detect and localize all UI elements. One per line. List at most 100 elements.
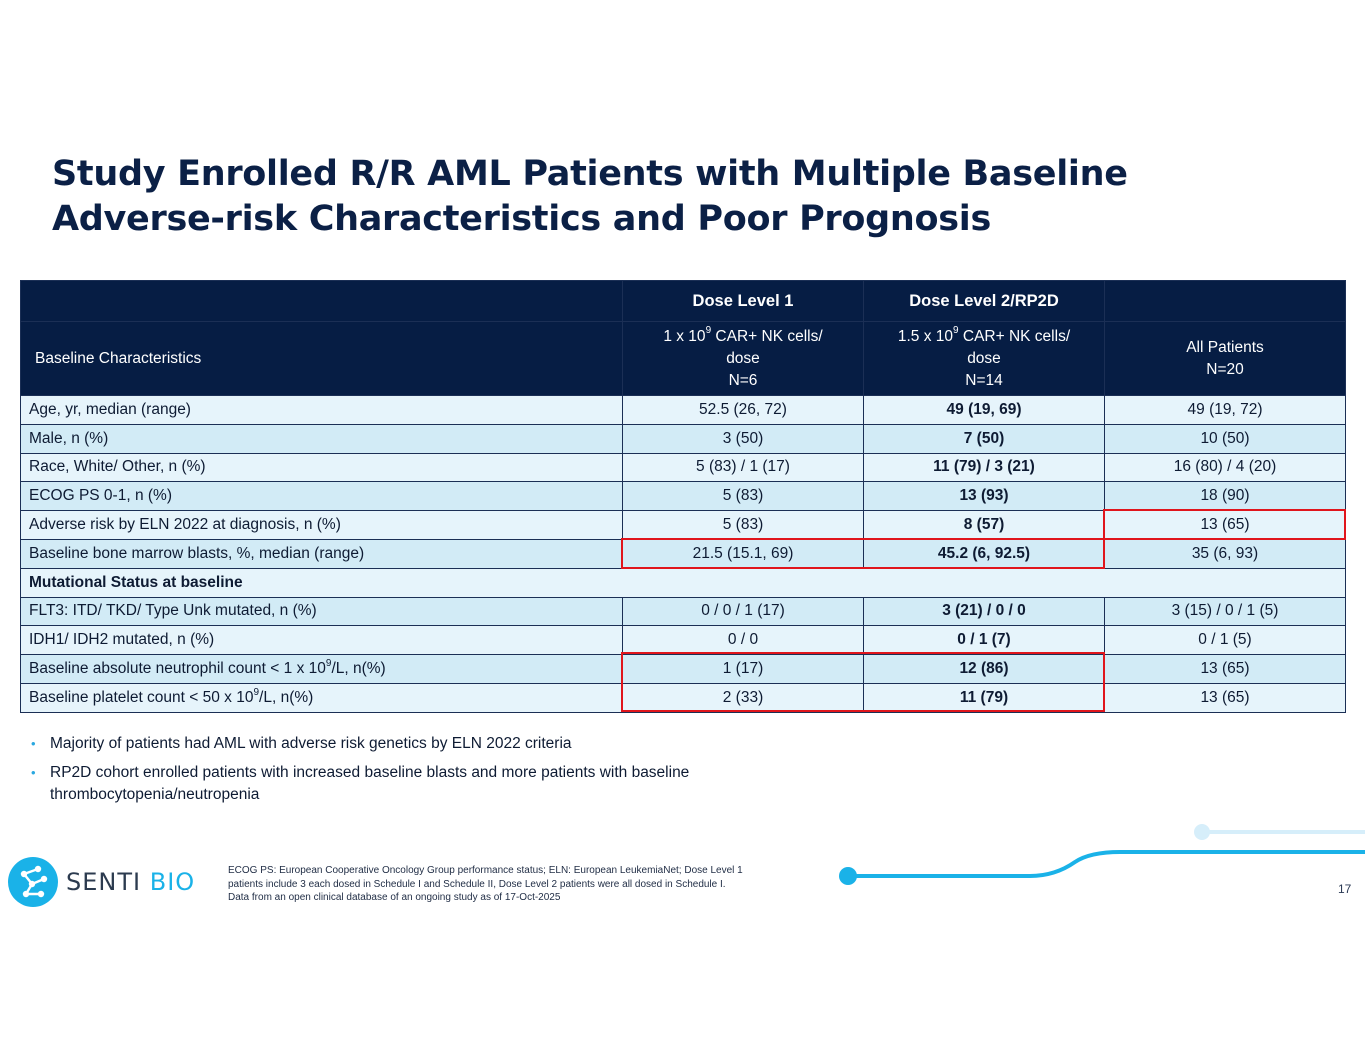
dl1-dose-exponent: 9 [705,325,712,337]
cell-dose-level-1: 5 (83) [622,510,864,540]
header-all-patients: All Patients N=20 [1104,321,1346,396]
bullet-glyph: • [31,765,36,780]
all-patients-n: N=20 [1206,360,1244,378]
header-baseline-characteristics: Baseline Characteristics [20,321,623,396]
row-label: Baseline absolute neutrophil count < 1 x… [20,654,623,684]
table-row: Baseline platelet count < 50 x 109/L, n(… [20,682,1346,713]
table-row: ECOG PS 0-1, n (%) 5 (83) 13 (93) 18 (90… [20,481,1346,512]
header-dose-level-2: Dose Level 2/RP2D [863,280,1105,322]
header-dose-level-2-detail: 1.5 x 109 CAR+ NK cells/ dose N=14 [863,321,1105,396]
header-blank-cell [1104,280,1346,322]
cell-all-patients: 3 (15) / 0 / 1 (5) [1104,596,1346,627]
cell-all-patients: 35 (6, 93) [1104,538,1346,569]
cell-dose-level-1: 5 (83) [622,481,864,512]
cell-dose-level-1: 1 (17) [622,654,864,684]
cell-all-patients: 18 (90) [1104,481,1346,512]
cell-dose-level-1: 2 (33) [622,682,864,713]
cell-dose-level-2: 45.2 (6, 92.5) [863,538,1105,569]
row-label: ECOG PS 0-1, n (%) [20,481,623,512]
cell-all-patients: 10 (50) [1104,423,1346,454]
dl1-dose-text: 1 x 10 [663,327,706,345]
table-row: Baseline bone marrow blasts, %, median (… [20,538,1346,569]
row-label: Baseline bone marrow blasts, %, median (… [20,538,623,569]
bullet-text: Majority of patients had AML with advers… [50,735,572,752]
summary-bullets: • Majority of patients had AML with adver… [30,733,830,813]
table-row: Adverse risk by ELN 2022 at diagnosis, n… [20,510,1346,540]
row-label-text: Baseline platelet count < 50 x 10 [29,688,254,706]
header-dose-level-1: Dose Level 1 [622,280,864,322]
cell-dose-level-2: 11 (79) [863,682,1105,713]
cell-dose-level-1: 5 (83) / 1 (17) [622,452,864,483]
bullet-item: • RP2D cohort enrolled patients with incr… [30,762,830,806]
section-label-mutational-status: Mutational Status at baseline [20,567,1346,598]
dl2-dose-unit: CAR+ NK cells/ [958,327,1071,345]
title-line-2: Adverse-risk Characteristics and Poor Pr… [52,199,992,239]
cell-all-patients: 49 (19, 72) [1104,395,1346,425]
cell-dose-level-1: 52.5 (26, 72) [622,395,864,425]
cell-dose-level-2: 3 (21) / 0 / 0 [863,596,1105,627]
title-line-1: Study Enrolled R/R AML Patients with Mul… [52,154,1128,194]
row-label-text: Baseline absolute neutrophil count < 1 x… [29,660,326,678]
row-label: Race, White/ Other, n (%) [20,452,623,483]
dl2-dose-suffix: dose [967,349,1001,367]
row-label: Adverse risk by ELN 2022 at diagnosis, n… [20,510,623,540]
dl2-n: N=14 [965,371,1003,389]
senti-bio-logo-icon [8,857,58,907]
dl2-dose-text: 1.5 x 10 [897,327,954,345]
header-blank-cell [20,280,623,322]
row-label: Male, n (%) [20,423,623,454]
dl1-n: N=6 [728,371,758,389]
cell-all-patients: 13 (65) [1104,682,1346,713]
dl1-dose-suffix: dose [726,349,760,367]
cell-dose-level-2: 49 (19, 69) [863,395,1105,425]
brand-wordmark: SENTI BIO [66,868,195,896]
cell-dose-level-2: 12 (86) [863,654,1105,684]
footnote: ECOG PS: European Cooperative Oncology G… [228,864,803,905]
table-row: IDH1/ IDH2 mutated, n (%) 0 / 0 0 / 1 (7… [20,625,1346,656]
cell-dose-level-2: 8 (57) [863,510,1105,540]
cell-dose-level-1: 0 / 0 / 1 (17) [622,596,864,627]
table-header-row-2: Baseline Characteristics 1 x 109 CAR+ NK… [20,321,1346,396]
cell-dose-level-2: 0 / 1 (7) [863,625,1105,656]
bullet-glyph: • [31,736,36,751]
table-row: Male, n (%) 3 (50) 7 (50) 10 (50) [20,423,1346,454]
row-label: Baseline platelet count < 50 x 109/L, n(… [20,682,623,713]
footnote-line: patients include 3 each dosed in Schedul… [228,878,726,890]
table-row: FLT3: ITD/ TKD/ Type Unk mutated, n (%) … [20,596,1346,627]
table-section-row: Mutational Status at baseline [20,567,1346,598]
all-patients-label: All Patients [1186,338,1264,356]
cell-dose-level-2: 11 (79) / 3 (21) [863,452,1105,483]
cell-all-patients: 13 (65) [1104,654,1346,684]
bullet-item: • Majority of patients had AML with adver… [30,733,830,755]
cell-all-patients: 13 (65) [1104,510,1346,540]
header-dose-level-1-detail: 1 x 109 CAR+ NK cells/ dose N=6 [622,321,864,396]
table-row: Race, White/ Other, n (%) 5 (83) / 1 (17… [20,452,1346,483]
slide-title: Study Enrolled R/R AML Patients with Mul… [52,152,1152,242]
cell-all-patients: 0 / 1 (5) [1104,625,1346,656]
cell-dose-level-1: 3 (50) [622,423,864,454]
baseline-characteristics-table: Dose Level 1 Dose Level 2/RP2D Baseline … [20,280,1346,713]
cell-dose-level-2: 13 (93) [863,481,1105,512]
page-number: 17 [1338,882,1352,896]
row-label-exponent: 9 [325,657,332,669]
bullet-text: RP2D cohort enrolled patients with incre… [50,764,690,803]
cell-all-patients: 16 (80) / 4 (20) [1104,452,1346,483]
footnote-line: Data from an open clinical database of a… [228,892,561,903]
cell-dose-level-1: 0 / 0 [622,625,864,656]
brand-word-bio: BIO [149,868,196,896]
row-label: FLT3: ITD/ TKD/ Type Unk mutated, n (%) [20,596,623,627]
table-row: Age, yr, median (range) 52.5 (26, 72) 49… [20,395,1346,425]
brand-word-senti: SENTI [66,868,142,896]
row-label: Age, yr, median (range) [20,395,623,425]
cell-dose-level-2: 7 (50) [863,423,1105,454]
row-label: IDH1/ IDH2 mutated, n (%) [20,625,623,656]
footnote-line: ECOG PS: European Cooperative Oncology G… [228,865,743,876]
table-header-row-1: Dose Level 1 Dose Level 2/RP2D [20,280,1346,322]
row-label-unit: /L, n(%) [331,660,386,678]
table-row: Baseline absolute neutrophil count < 1 x… [20,654,1346,684]
cell-dose-level-1: 21.5 (15.1, 69) [622,538,864,569]
dl2-dose-exponent: 9 [953,325,959,337]
decorative-timeline-line [839,824,1365,885]
dl1-dose-unit: CAR+ NK cells/ [711,327,823,345]
row-label-exponent: 9 [253,686,260,698]
